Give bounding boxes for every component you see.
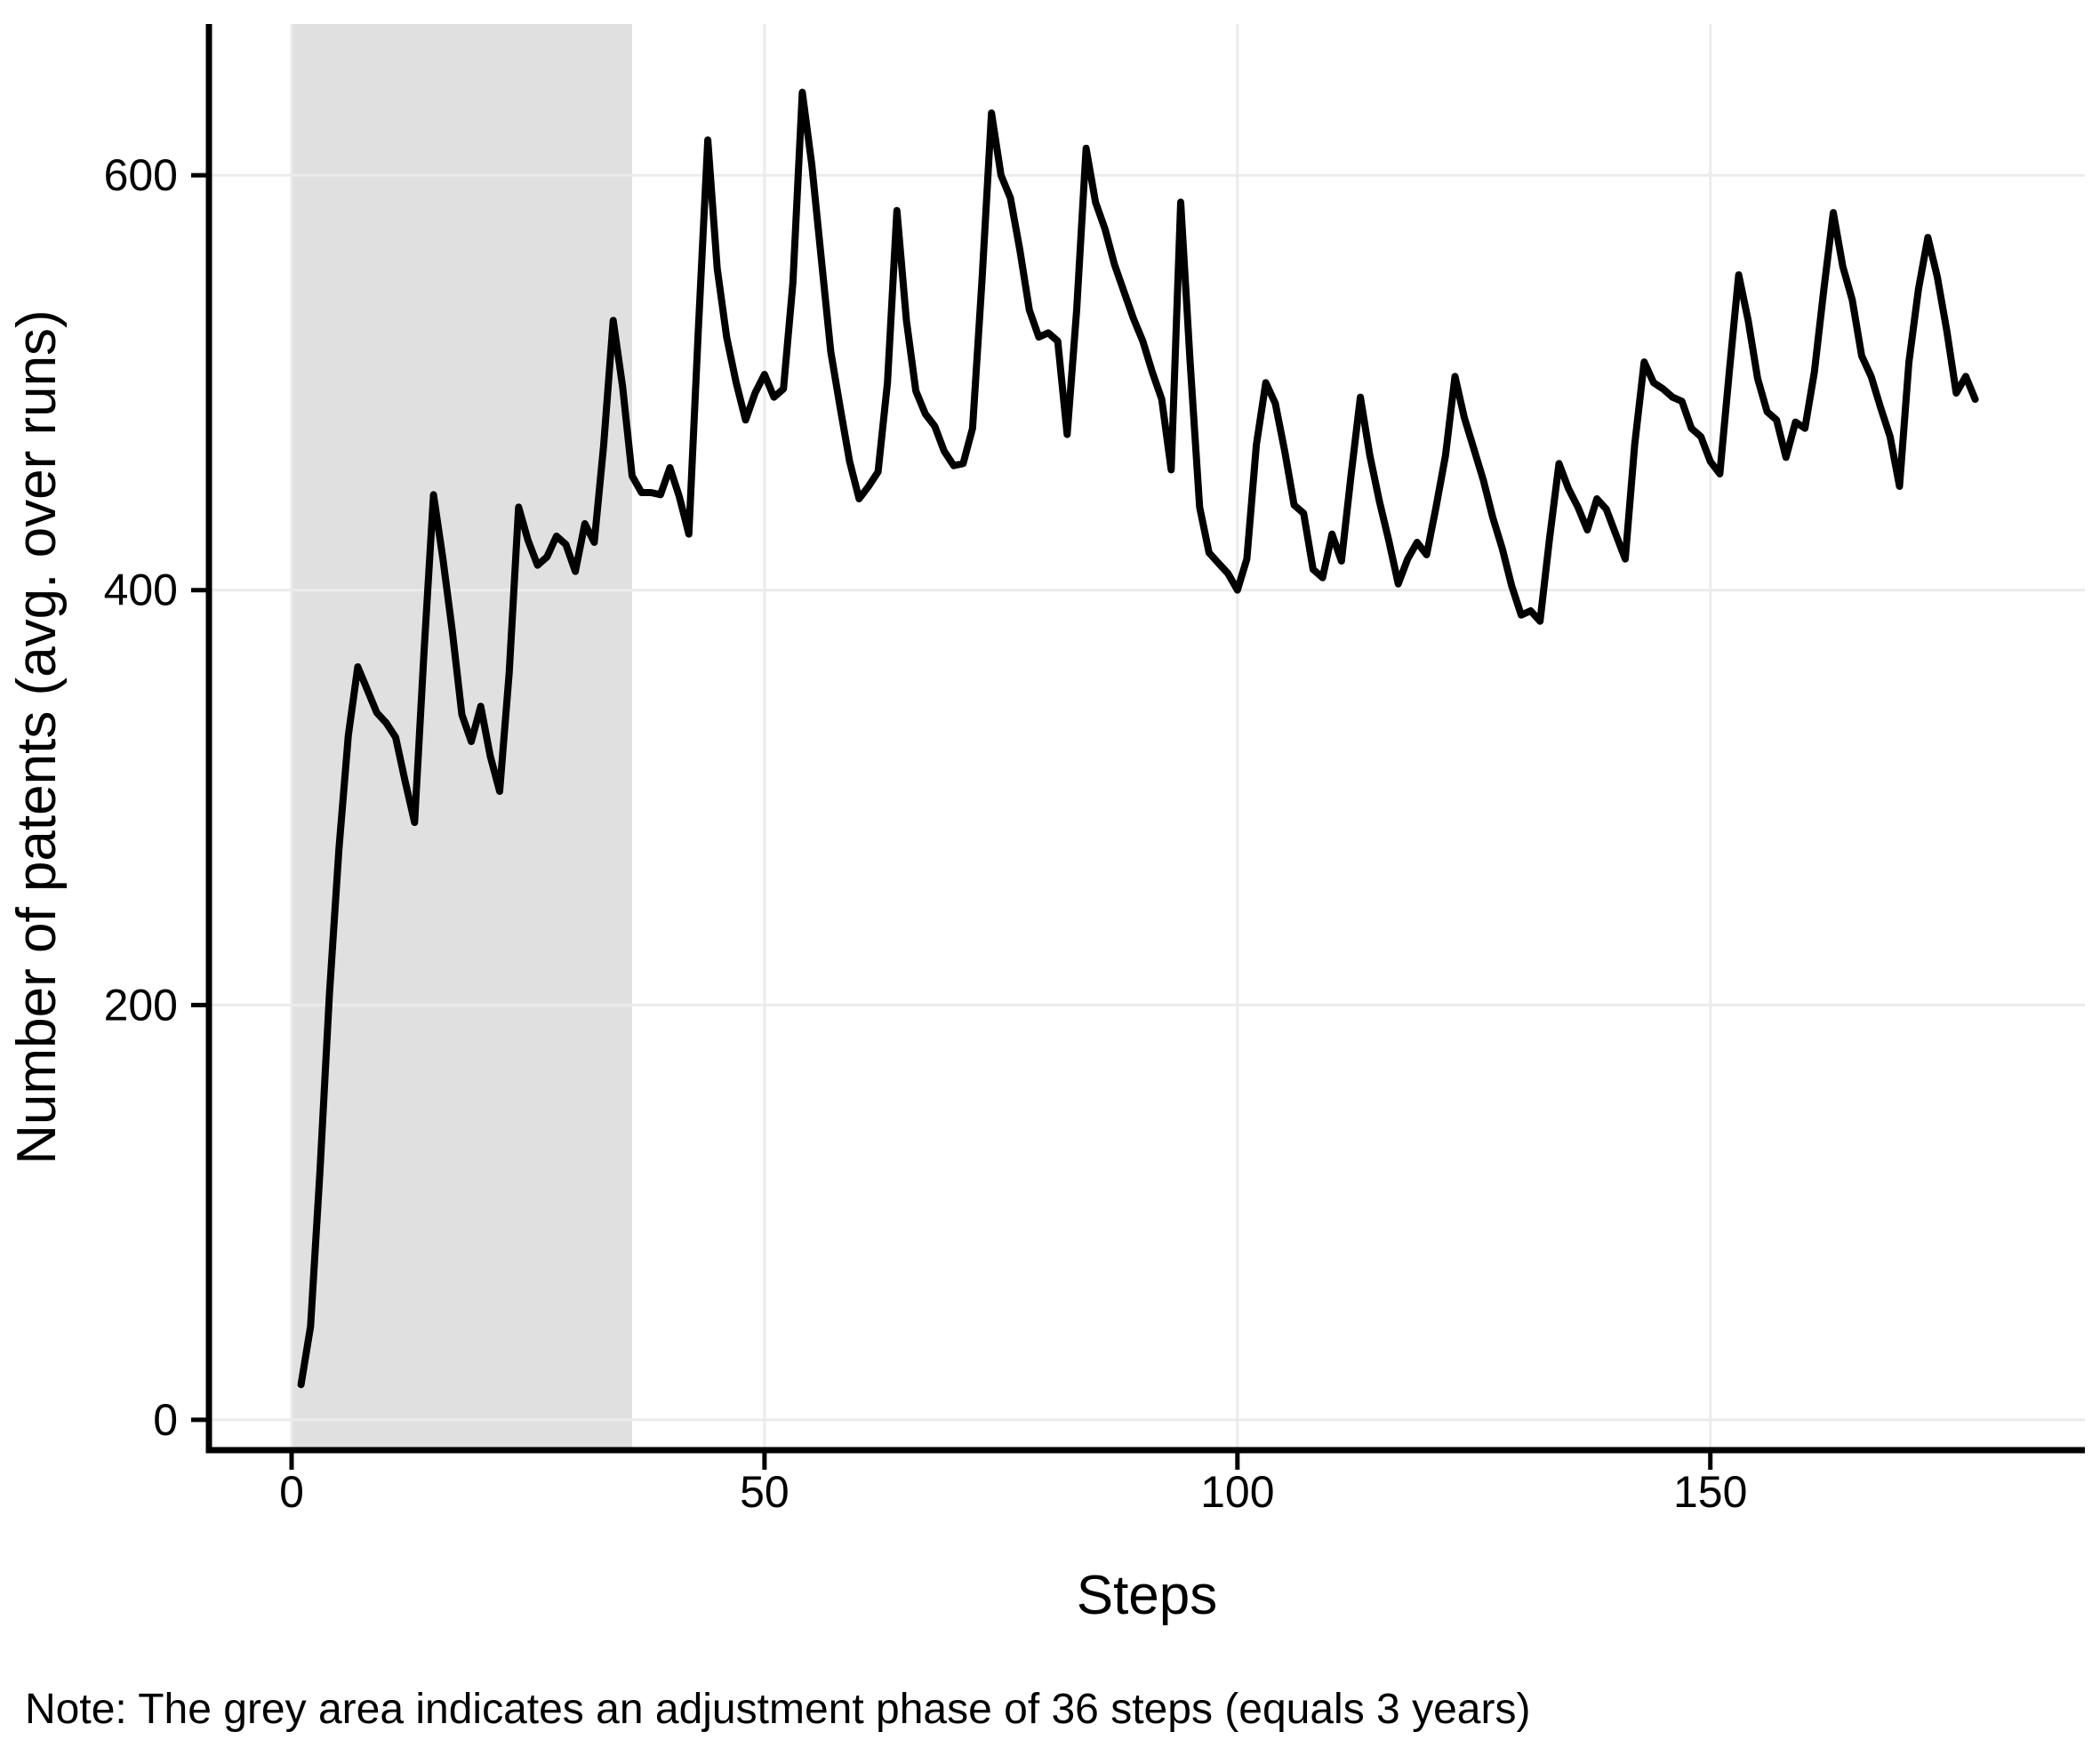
y-tick-label-400: 400 (104, 565, 178, 615)
y-axis-title: Number of patents (avg. over runs) (6, 309, 68, 1164)
panel-gridlines (209, 24, 2085, 1450)
axis-spines (205, 24, 2085, 1454)
axis-tick-marks (191, 172, 1713, 1470)
chart-note: Note: The grey area indicates an adjustm… (25, 1686, 1530, 1733)
x-tick-label-50: 50 (740, 1467, 790, 1517)
x-tick-label-0: 0 (279, 1467, 304, 1517)
y-tick-label-0: 0 (153, 1395, 178, 1445)
y-tick-label-600: 600 (104, 150, 178, 200)
y-tick-label-200: 200 (104, 980, 178, 1030)
adjustment-phase-region (291, 24, 632, 1450)
x-tick-label-100: 100 (1200, 1467, 1274, 1517)
patents-series-line (297, 88, 1979, 1389)
axis-tick-labels: 0 200 400 600 0 50 100 150 (104, 150, 1748, 1517)
x-tick-label-150: 150 (1673, 1467, 1747, 1517)
x-axis-title: Steps (1077, 1565, 1218, 1626)
